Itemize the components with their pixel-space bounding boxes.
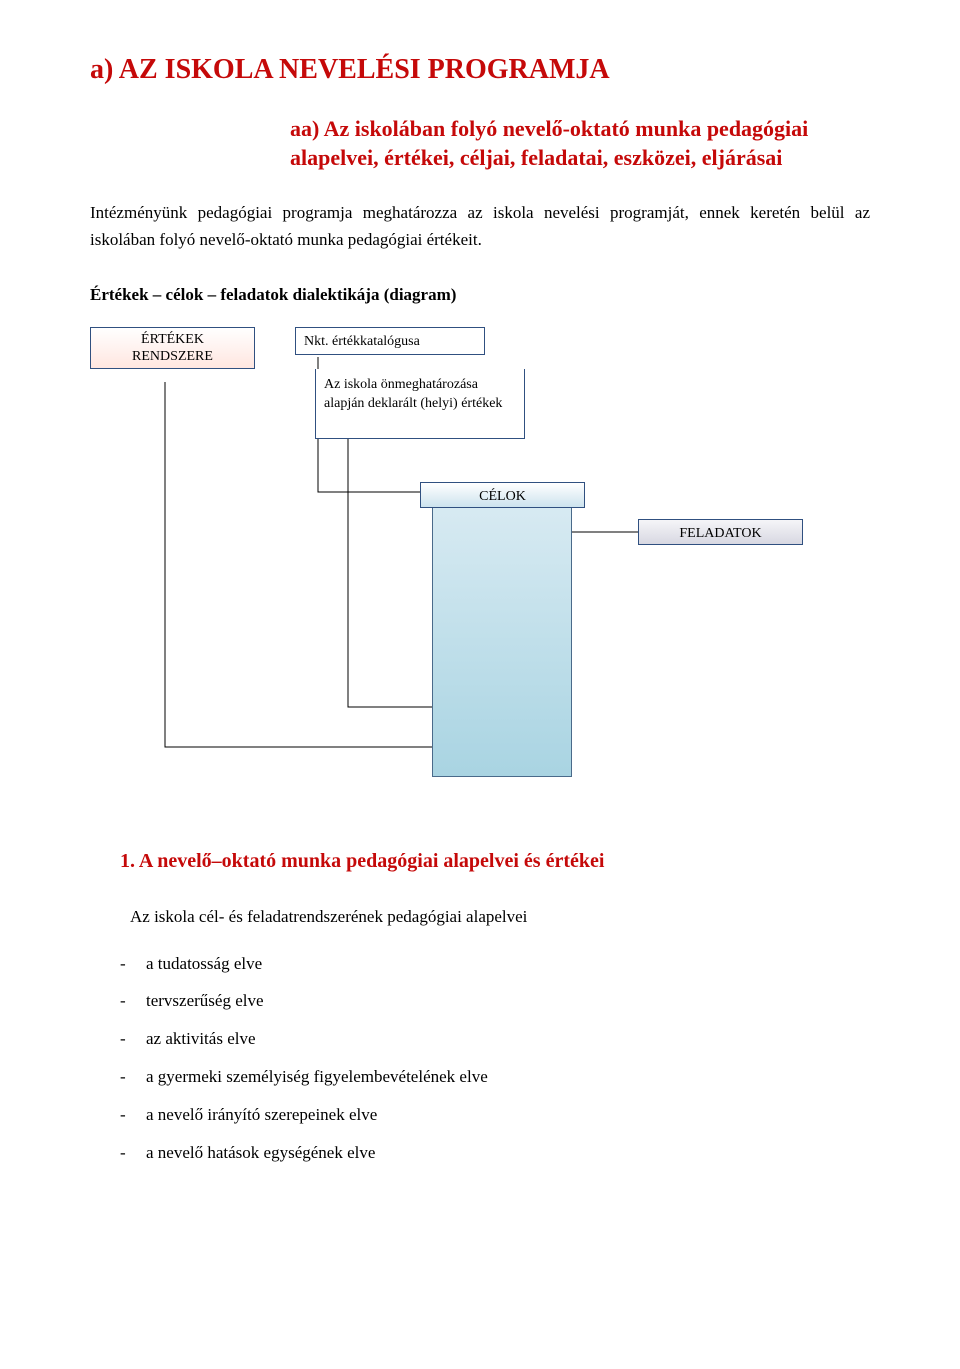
list-item: a nevelő irányító szerepeinek elve	[120, 1096, 870, 1134]
diagram-heading: Értékek – célok – feladatok dialektikája…	[90, 283, 870, 307]
list-item: a gyermeki személyiség figyelembevételén…	[120, 1058, 870, 1096]
diagram-container: ÉRTÉKEK RENDSZERE Nkt. értékkatalógusa A…	[90, 327, 870, 807]
list-item: a tudatosság elve	[120, 945, 870, 983]
box-feladatok: FELADATOK	[638, 519, 803, 545]
list-item: tervszerűség elve	[120, 982, 870, 1020]
page-title: a) AZ ISKOLA NEVELÉSI PROGRAMJA	[90, 50, 870, 89]
ertekek-line2: RENDSZERE	[132, 349, 213, 364]
section-1-heading: 1. A nevelő–oktató munka pedagógiai alap…	[120, 847, 870, 875]
intro-paragraph: Intézményünk pedagógiai programja meghat…	[90, 200, 870, 253]
principles-list: a tudatosság elve tervszerűség elve az a…	[90, 945, 870, 1172]
page-subtitle: aa) Az iskolában folyó nevelő-oktató mun…	[90, 115, 870, 172]
box-ertekek-rendszere: ÉRTÉKEK RENDSZERE	[90, 327, 255, 369]
box-nkt: Nkt. értékkatalógusa	[295, 327, 485, 355]
list-item: az aktivitás elve	[120, 1020, 870, 1058]
list-item: a nevelő hatások egységének elve	[120, 1134, 870, 1172]
box-celok: CÉLOK	[420, 482, 585, 508]
box-helyi-ertekek: Az iskola önmeghatározása alapján deklar…	[315, 369, 525, 439]
big-rect	[432, 507, 572, 777]
principles-intro: Az iskola cél- és feladatrendszerének pe…	[130, 905, 870, 929]
ertekek-line1: ÉRTÉKEK	[141, 332, 204, 347]
